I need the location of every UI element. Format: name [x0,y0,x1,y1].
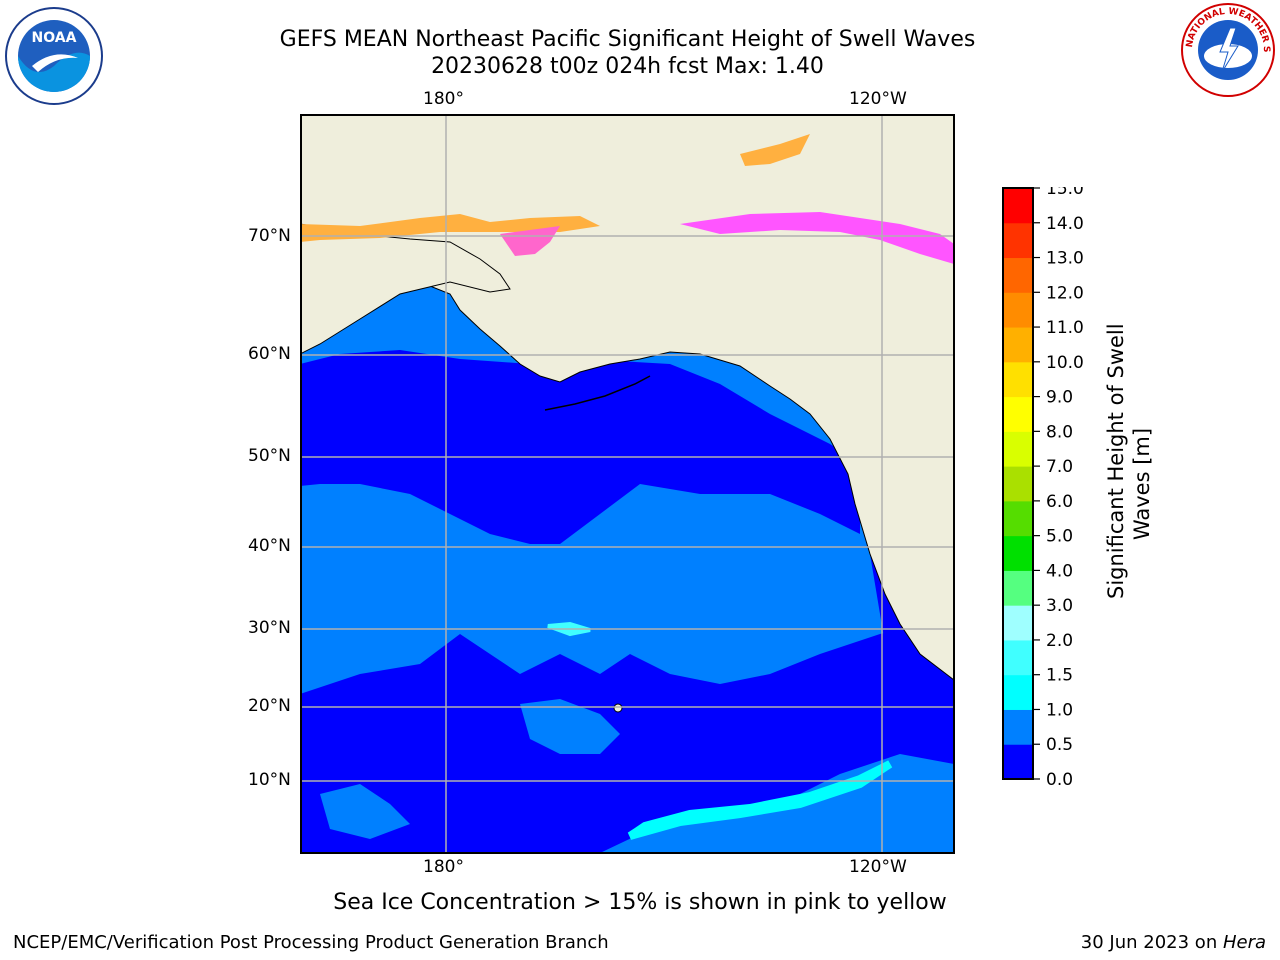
chart-subtitle: 20230628 t00z 024h fcst Max: 1.40 [431,54,824,79]
hawaii-islands [613,703,623,713]
colorbar-ticks: 0.0 0.5 1.0 1.5 2.0 3.0 4.0 5.0 6.0 7.0 8.0 9.0 10.0… [1033,187,1084,787]
ocean-field-low-subtropic [300,624,954,853]
footer-date-text: 30 Jun 2023 on [1080,932,1223,953]
footer-date: 30 Jun 2023 on Hera [1081,932,1266,953]
colorbar-tick-label: 1.5 [1046,666,1073,686]
colorbar-block [1003,466,1033,502]
colorbar-label-line2: Waves [m] [1130,427,1154,541]
chart-title: GEFS MEAN Northeast Pacific Significant … [279,27,976,52]
land-siberia [300,223,511,355]
lat-label-60n: 60°N [248,344,291,364]
lat-label-30n: 30°N [248,618,291,638]
colorbar-block [1003,361,1033,398]
colorbar-frame [1002,187,1034,780]
lat-label-50n: 50°N [248,446,291,466]
lat-label-20n: 20°N [248,696,291,716]
colorbar-tick-label: 1.0 [1046,700,1073,720]
lat-label-10n: 10°N [248,770,291,790]
sea-ice-bering [500,226,560,256]
colorbar-block [1003,222,1033,259]
sea-ice-high-north [740,134,810,166]
footer-system: Hera [1222,932,1266,953]
colorbar-block [1003,709,1033,745]
colorbar-block [1003,188,1033,224]
bottom-lon-label-120w: 120°W [849,857,907,877]
colorbar-tick-label: 14.0 [1046,214,1084,234]
colorbar-block [1003,605,1033,641]
sea-ice-caption: Sea Ice Concentration > 15% is shown in … [333,890,947,915]
colorbar-tick-label: 2.0 [1046,631,1073,651]
ocean-field-high-band [627,760,893,840]
colorbar-block [1003,396,1033,432]
colorbar-tick-label: 13.0 [1046,249,1084,269]
colorbar-tick-label: 12.0 [1046,283,1084,303]
colorbar-tick-label: 11.0 [1046,318,1084,338]
sea-ice-arctic-west [300,214,600,242]
colorbar-label-line1: Significant Height of Swell [1104,323,1128,599]
aleutian-islands [544,375,651,411]
lat-label-70n: 70°N [248,226,291,246]
swell-height-map [300,114,955,854]
colorbar-tick-label: 10.0 [1046,353,1084,373]
colorbar-tick-label: 4.0 [1046,561,1073,581]
colorbar-block [1003,535,1033,571]
colorbar-block [1003,674,1033,710]
bottom-lon-label-180: 180° [423,857,464,877]
ocean-field-mid-patch [520,699,620,754]
ocean-field-mid-patch-2 [320,784,410,839]
sea-ice-arctic-east [680,212,954,264]
colorbar-tick-label: 8.0 [1046,422,1073,442]
colorbar-block [1003,327,1033,363]
ocean-field-low-north [300,350,860,544]
colorbar-tick-label: 5.0 [1046,527,1073,547]
colorbar-block [1003,639,1033,676]
colorbar-block [1003,500,1033,537]
colorbar-block [1003,570,1033,606]
colorbar-block [1003,292,1033,328]
colorbar-tick-label: 15.0 [1046,187,1084,199]
footer-branch: NCEP/EMC/Verification Post Processing Pr… [13,932,609,953]
colorbar-block [1003,431,1033,467]
colorbar: 0.0 0.5 1.0 1.5 2.0 3.0 4.0 5.0 6.0 7.0 8.0 9.0 10.0… [1002,187,1084,787]
colorbar-tick-label: 0.0 [1046,770,1073,787]
noaa-logo: NOAA [5,7,103,105]
colorbar-block [1003,257,1033,293]
colorbar-tick-label: 6.0 [1046,492,1073,512]
top-lon-label-120w: 120°W [849,89,907,109]
noaa-logo-text: NOAA [32,30,77,46]
colorbar-block [1003,744,1033,780]
colorbar-tick-label: 3.0 [1046,596,1073,616]
colorbar-tick-label: 0.5 [1046,735,1073,755]
lat-label-40n: 40°N [248,536,291,556]
colorbar-blocks [1003,188,1033,780]
nws-logo: NATIONAL WEATHER SERVICE [1180,2,1275,97]
top-lon-label-180: 180° [423,89,464,109]
map-frame [300,114,955,854]
colorbar-tick-label: 7.0 [1046,457,1073,477]
colorbar-tick-label: 9.0 [1046,388,1073,408]
